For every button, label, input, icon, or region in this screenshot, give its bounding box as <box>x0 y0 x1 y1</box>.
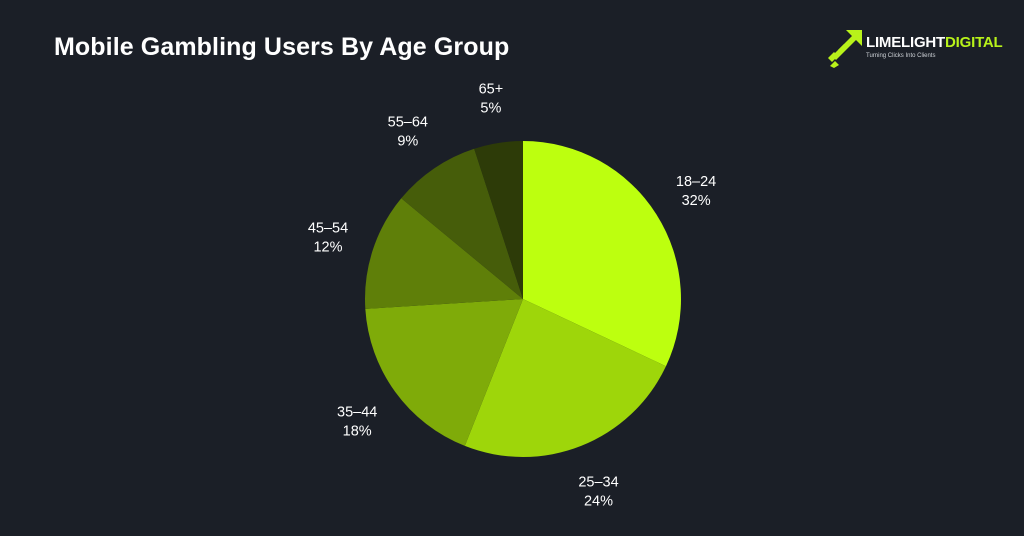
pie-slice-1 <box>464 299 666 457</box>
slice-label-3: 45–54 <box>308 221 348 237</box>
logo-tagline: Turning Clicks Into Clients <box>866 53 936 59</box>
pie-slice-5 <box>474 140 523 299</box>
pie-slices <box>364 140 681 457</box>
brand-logo: LIMELIGHTDIGITAL Turning Clicks Into Cli… <box>826 28 1003 70</box>
logo-word-1: LIMELIGHT <box>866 34 946 51</box>
slice-label-5: 65+ <box>479 82 504 98</box>
logo-arrow-icon <box>828 30 862 68</box>
slice-value-4: 9% <box>397 133 418 149</box>
pie-slice-2 <box>365 299 523 446</box>
slice-value-5: 5% <box>480 101 501 117</box>
chart-title: Mobile Gambling Users By Age Group <box>54 33 510 61</box>
slice-label-2: 35–44 <box>337 405 377 421</box>
slice-label-0: 18–24 <box>676 174 716 190</box>
slice-label-1: 25–34 <box>578 475 618 491</box>
pie-labels: 18–24 32% 25–34 24% 35–44 18% 45–54 12% 55–64 9% 6… <box>308 82 716 510</box>
pie-slice-4 <box>401 148 523 299</box>
pie-slice-0 <box>523 141 681 367</box>
slice-value-3: 12% <box>313 240 342 256</box>
slice-value-1: 24% <box>584 494 613 510</box>
slice-label-4: 55–64 <box>388 114 428 130</box>
logo-word-2: DIGITAL <box>945 34 1003 51</box>
pie-slice-3 <box>364 198 523 309</box>
slice-value-0: 32% <box>682 193 711 209</box>
logo-wordmark: LIMELIGHTDIGITAL <box>866 34 1003 51</box>
slice-value-2: 18% <box>343 424 372 440</box>
